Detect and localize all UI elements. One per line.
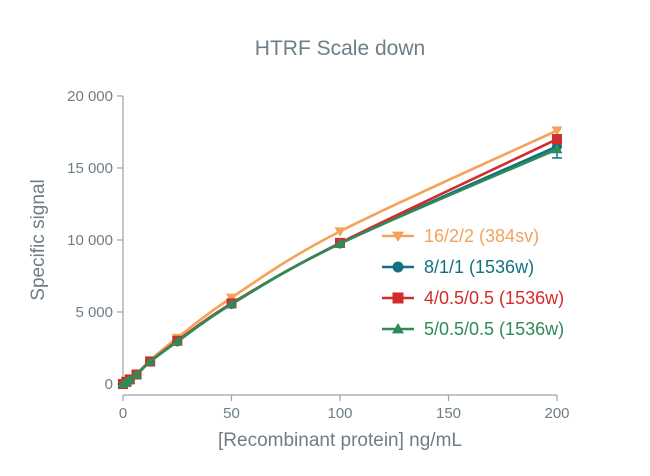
legend-item: 8/1/1 (1536w) xyxy=(382,257,534,277)
x-axis-title: [Recombinant protein] ng/mL xyxy=(218,430,462,451)
legend-marker xyxy=(391,322,405,334)
x-tick-label: 50 xyxy=(223,405,240,422)
legend-marker xyxy=(392,292,404,304)
legend-label: 4/0.5/0.5 (1536w) xyxy=(424,288,564,308)
legend-item: 5/0.5/0.5 (1536w) xyxy=(382,319,564,339)
y-tick-label: 0 xyxy=(105,376,113,393)
data-point xyxy=(171,336,183,346)
legend-label: 5/0.5/0.5 (1536w) xyxy=(424,319,564,339)
plot-area xyxy=(117,126,563,390)
data-point xyxy=(131,369,143,379)
legend-item: 16/2/2 (384sv) xyxy=(382,226,539,246)
y-tick-label: 15 000 xyxy=(67,160,113,177)
legend-label: 16/2/2 (384sv) xyxy=(424,226,539,246)
x-tick-label: 0 xyxy=(119,405,127,422)
data-point xyxy=(552,134,562,145)
y-tick-label: 10 000 xyxy=(67,232,113,249)
legend-label: 8/1/1 (1536w) xyxy=(424,257,534,277)
series-4 xyxy=(117,143,563,388)
legend-item: 4/0.5/0.5 (1536w) xyxy=(382,288,564,308)
data-point xyxy=(226,293,237,304)
y-tick-label: 20 000 xyxy=(67,88,113,105)
data-point xyxy=(334,238,346,248)
x-ticks: 0 50 100 150 200 xyxy=(119,395,570,422)
data-point xyxy=(226,298,237,309)
x-tick-label: 150 xyxy=(436,405,461,422)
data-point xyxy=(144,356,156,366)
data-point xyxy=(551,126,563,137)
chart-title: HTRF Scale down xyxy=(255,37,425,60)
data-point xyxy=(551,143,563,154)
x-tick-label: 200 xyxy=(544,405,569,422)
legend-marker xyxy=(392,261,404,273)
data-point xyxy=(334,227,346,237)
x-tick-label: 100 xyxy=(327,405,352,422)
y-tick-label: 5 000 xyxy=(75,304,113,321)
y-axis-title: Specific signal xyxy=(28,179,49,300)
legend-marker xyxy=(391,231,405,243)
legend: 16/2/2 (384sv) 8/1/1 (1536w) 4/0.5/0.5 (15… xyxy=(382,226,564,339)
y-ticks: 0 5 000 10 000 15 000 20 000 xyxy=(67,88,123,393)
data-point xyxy=(124,374,136,384)
